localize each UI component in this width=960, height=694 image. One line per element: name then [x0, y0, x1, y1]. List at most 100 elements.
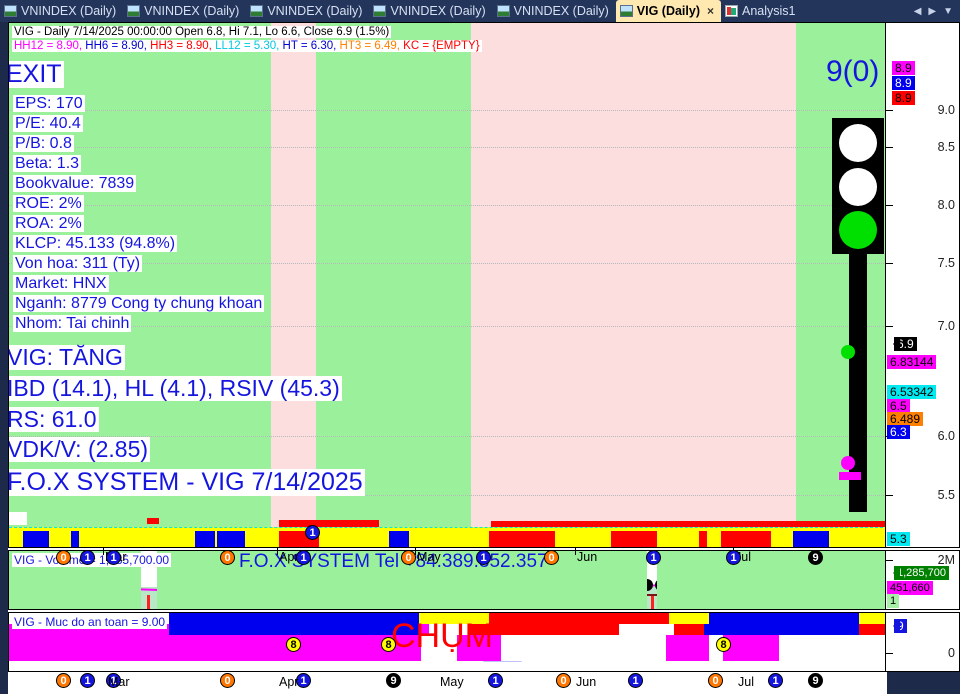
- bookvalue-label: Bookvalue: 7839: [13, 175, 137, 192]
- klcp-label: KLCP: 45.133 (94.8%): [13, 235, 178, 252]
- gridline: [9, 263, 886, 264]
- x-label-may-2: May: [440, 675, 464, 689]
- hh12-tag: 8.9: [892, 61, 915, 75]
- x-label-may: May: [417, 550, 441, 564]
- volume-tag: 1,285,700: [893, 566, 949, 580]
- trend-label: VIG: TĂNG: [9, 345, 125, 370]
- quote-header-line: VIG - Daily 7/14/2025 00:00:00 Open 6.8,…: [12, 26, 392, 38]
- price-scale[interactable]: 9.0 8.5 8.0 7.5 7.0 6.0 5.5 8.9 8.9 8.9 …: [885, 23, 959, 547]
- pe-label: P/E: 40.4: [13, 115, 83, 132]
- prev-tab-icon[interactable]: ◀: [913, 5, 922, 17]
- analysis-icon: [725, 5, 739, 17]
- ribbon-seg-blue: [195, 531, 215, 547]
- ind-axis-signal-0: 0: [220, 673, 235, 688]
- price-tick-label: 7.5: [937, 256, 955, 270]
- ind-body-ribbon: [9, 635, 886, 661]
- x-axis: Mar Apr May Jun Jul 0 1 1 0 1 0 1 0 1 1 …: [8, 548, 887, 568]
- volume-pane[interactable]: VIG - Volume = 1,285,700.00 F.O.X SYSTEM…: [8, 550, 960, 610]
- tab-bar: VNINDEX (Daily) VNINDEX (Daily) VNINDEX …: [0, 0, 960, 22]
- price-tick-label: 9.0: [937, 103, 955, 117]
- safety-level-tag: 9: [893, 619, 907, 633]
- traffic-light-pole: [839, 254, 867, 534]
- roa-label: ROA: 2%: [13, 215, 84, 232]
- alert-bar-2: [147, 518, 159, 524]
- tab-vnindex-3[interactable]: VNINDEX (Daily): [246, 0, 369, 22]
- hh3-tag: 8.9: [892, 91, 915, 105]
- tab-label: VNINDEX (Daily): [144, 4, 240, 18]
- price-tick-label: 7.0: [937, 319, 955, 333]
- tab-list-menu-icon[interactable]: ▼: [943, 5, 953, 17]
- ind-axis-signal-9: 9: [386, 673, 401, 688]
- axis-signal-1: 1: [106, 550, 121, 565]
- indicator-pane[interactable]: VIG - Muc do an toan = 9.00 CHỤM 8 8 8 0…: [8, 612, 960, 672]
- vonhoa-label: Von hoa: 311 (Ty): [13, 255, 143, 272]
- indicator-title: VIG - Muc do an toan = 9.00: [12, 615, 168, 629]
- price-tick-label: 6.0: [937, 429, 955, 443]
- price-tick-label: 8.5: [937, 140, 955, 154]
- chum-label: CHỤM: [391, 617, 493, 655]
- exit-label: EXIT: [9, 61, 64, 88]
- ind-axis-signal-1: 1: [768, 673, 783, 688]
- volume-scale[interactable]: 2M 1,285,700 451,660 1: [885, 551, 959, 609]
- gridline: [9, 436, 886, 437]
- ma-tag-2: 6.53342: [887, 385, 937, 399]
- axis-signal-0: 0: [220, 550, 235, 565]
- pole-green-dot: [841, 345, 855, 359]
- price-plot-area[interactable]: 0 0 0 0 ✱ ✱ 1: [9, 23, 886, 547]
- beta-label: Beta: 1.3: [13, 155, 82, 172]
- chart-icon: [373, 5, 387, 17]
- signal-ribbon: [9, 527, 886, 547]
- green-lamp: [839, 211, 877, 249]
- market-label: Market: HNX: [13, 275, 109, 292]
- next-tab-icon[interactable]: ▶: [928, 5, 937, 17]
- indicator-scale[interactable]: 0 9: [885, 613, 959, 671]
- ind-signal-8: 8: [286, 637, 301, 652]
- last-price-tag: 6.9: [893, 337, 917, 351]
- tab-vnindex-1[interactable]: VNINDEX (Daily): [0, 0, 123, 22]
- gridline: [9, 495, 886, 496]
- red-lamp: [839, 124, 877, 162]
- chart-icon: [127, 5, 141, 17]
- volume-ma-tag: 451,660: [887, 581, 933, 595]
- bull-zone-3: [796, 23, 886, 547]
- indicator-plot-area[interactable]: VIG - Muc do an toan = 9.00 CHỤM 8 8 8: [9, 613, 886, 671]
- price-pane[interactable]: 0 0 0 0 ✱ ✱ 1: [8, 22, 960, 548]
- ribbon-seg-red: [611, 531, 657, 547]
- nhom-label: Nhom: Tai chinh: [13, 315, 132, 332]
- tab-vnindex-5[interactable]: VNINDEX (Daily): [493, 0, 616, 22]
- ll12-text: LL12 = 5.30,: [215, 40, 283, 52]
- ind-second-ribbon: [9, 624, 886, 635]
- tab-vig[interactable]: VIG (Daily) ×: [615, 0, 722, 22]
- indicator-tick-label: 0: [948, 646, 955, 660]
- chart-icon: [619, 5, 633, 17]
- axis-signal-9: 9: [808, 550, 823, 565]
- gridline: [9, 110, 886, 111]
- x-label-jun: Jun: [577, 550, 598, 564]
- ind-axis-signal-9: 9: [808, 673, 823, 688]
- nganh-label: Nganh: 8779 Cong ty chung khoan: [13, 295, 265, 312]
- ind-axis-signal-0: 0: [56, 673, 71, 688]
- pole-magenta-bar: [839, 472, 861, 480]
- tab-label: VNINDEX (Daily): [267, 4, 363, 18]
- gridline: [9, 326, 886, 327]
- alert-bar-3: [491, 521, 886, 527]
- hh3-text: HH3 = 8.90,: [150, 40, 216, 52]
- ind-top-ribbon: [9, 613, 886, 624]
- chart-icon: [250, 5, 264, 17]
- ht-tag: 6.3: [887, 425, 910, 439]
- gridline: [9, 147, 886, 148]
- axis-signal-1: 1: [476, 550, 491, 565]
- yellow-lamp: [839, 168, 877, 206]
- close-icon[interactable]: ×: [707, 4, 715, 18]
- tab-vnindex-4[interactable]: VNINDEX (Daily): [369, 0, 492, 22]
- tab-analysis1[interactable]: Analysis1: [721, 0, 803, 22]
- ht3-tag: 6.489: [887, 412, 924, 426]
- tab-vnindex-2[interactable]: VNINDEX (Daily): [123, 0, 246, 22]
- ribbon-seg-blue: [217, 531, 245, 547]
- axis-signal-1: 1: [80, 550, 95, 565]
- ribbon-seg-red: [721, 531, 771, 547]
- tab-label: VIG (Daily): [636, 4, 700, 18]
- axis-signal-0: 0: [56, 550, 71, 565]
- volume-plot-area[interactable]: VIG - Volume = 1,285,700.00 F.O.X SYSTEM…: [9, 551, 886, 609]
- pb-label: P/B: 0.8: [13, 135, 74, 152]
